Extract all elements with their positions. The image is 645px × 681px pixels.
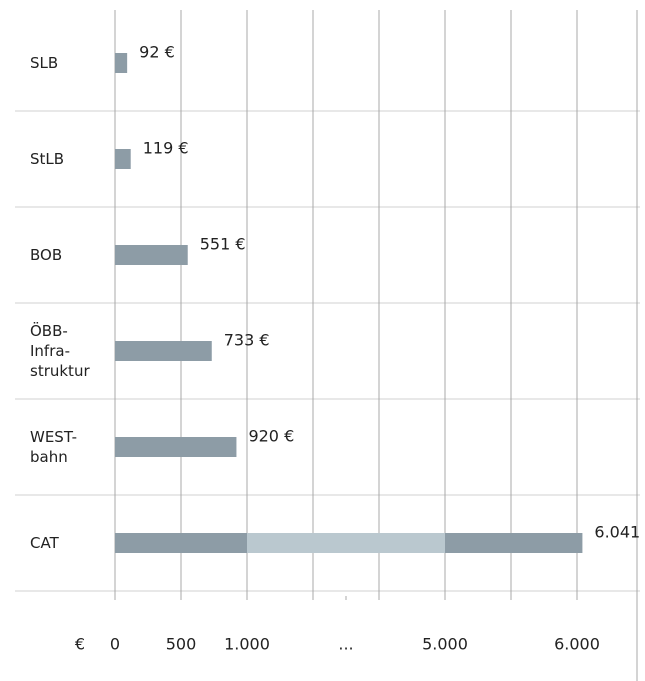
x-axis-label: €	[75, 635, 85, 654]
bar	[115, 245, 188, 265]
category-label: StLB	[30, 150, 65, 168]
x-tick-label: 5.000	[422, 635, 468, 654]
value-label: 119 €	[143, 139, 189, 158]
bar	[115, 53, 128, 73]
bar	[115, 437, 237, 457]
bar	[115, 149, 131, 169]
value-label: 551 €	[200, 235, 246, 254]
category-label: BOB	[30, 246, 63, 264]
bar	[115, 341, 212, 361]
x-tick-label: 1.000	[224, 635, 270, 654]
value-label: 6.041 €	[594, 523, 645, 542]
x-tick-label: 6.000	[554, 635, 600, 654]
x-tick-label: 0	[110, 635, 120, 654]
x-tick-label: 500	[166, 635, 197, 654]
value-label: 733 €	[224, 331, 270, 350]
category-label: SLB	[30, 54, 59, 72]
category-label: ÖBB- Infra- struktur	[30, 322, 90, 380]
value-label: 92 €	[139, 43, 175, 62]
value-label: 920 €	[248, 427, 294, 446]
category-label: CAT	[30, 534, 59, 552]
category-label: WEST- bahn	[30, 428, 78, 466]
x-tick-label: ...	[338, 635, 353, 654]
axis-break-segment	[247, 533, 445, 553]
